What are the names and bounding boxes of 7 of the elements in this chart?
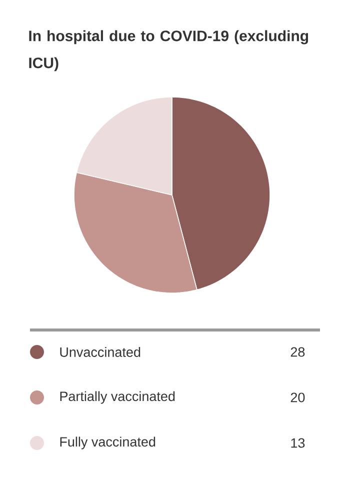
- data-label: 13: [291, 438, 305, 448]
- legend-label: Unvaccinated: [60, 347, 140, 357]
- legend-label: Partially vaccinated: [60, 391, 175, 404]
- chart-title: In hospital due to COVID-19 (excluding ICU): [29, 30, 308, 72]
- legend-label: Fully vaccinated: [60, 436, 156, 450]
- data-label: 20: [290, 392, 305, 402]
- data-label: 28: [290, 347, 305, 357]
